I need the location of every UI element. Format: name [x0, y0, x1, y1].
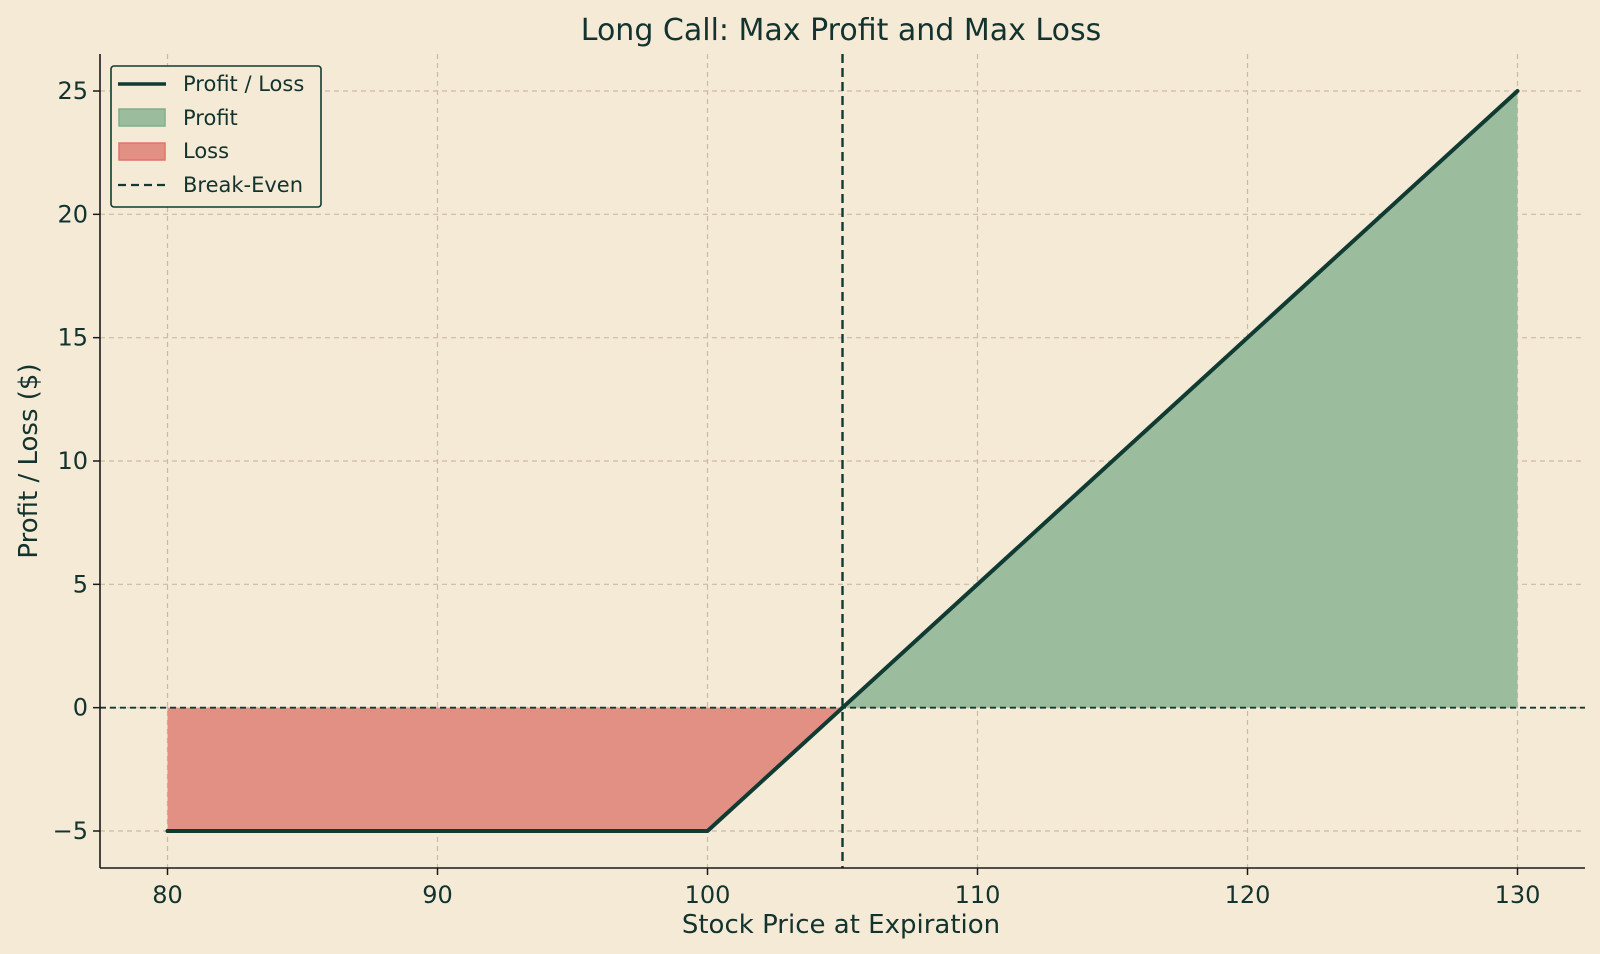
y-tick-label: 5	[73, 570, 88, 598]
legend-label-break-even: Break-Even	[183, 173, 303, 197]
y-tick-label: 10	[57, 447, 88, 475]
x-tick-label: 100	[685, 881, 731, 909]
axes	[93, 54, 1585, 875]
x-tick-label: 110	[955, 881, 1001, 909]
x-tick-label: 90	[422, 881, 453, 909]
y-tick-label: 15	[57, 324, 88, 352]
legend-profit-swatch	[118, 108, 166, 127]
series-layer	[165, 89, 1520, 833]
tick-labels: 80 90 100 110 120 130 −5 0 5 10 15 20 25	[53, 77, 1541, 909]
x-tick-label: 80	[152, 881, 183, 909]
x-tick-label: 120	[1225, 881, 1271, 909]
legend-label-loss: Loss	[183, 139, 229, 163]
legend: Profit / Loss Profit Loss Break-Even	[110, 65, 322, 208]
legend-label-profit-loss: Profit / Loss	[183, 72, 304, 96]
y-axis-title: Profit / Loss ($)	[14, 363, 44, 558]
y-tick-label: −5	[53, 817, 88, 845]
legend-loss-swatch	[118, 142, 166, 161]
x-tick-label: 130	[1495, 881, 1541, 909]
profit-loss-line	[165, 89, 1520, 833]
y-tick-label: 20	[57, 200, 88, 228]
legend-label-profit: Profit	[183, 106, 238, 130]
loss-area	[167, 707, 843, 831]
chart-title: Long Call: Max Profit and Max Loss	[581, 13, 1101, 48]
y-tick-label: 25	[57, 77, 88, 105]
x-axis-title: Stock Price at Expiration	[682, 910, 1000, 940]
y-tick-label: 0	[73, 694, 88, 722]
legend-frame	[110, 65, 322, 208]
